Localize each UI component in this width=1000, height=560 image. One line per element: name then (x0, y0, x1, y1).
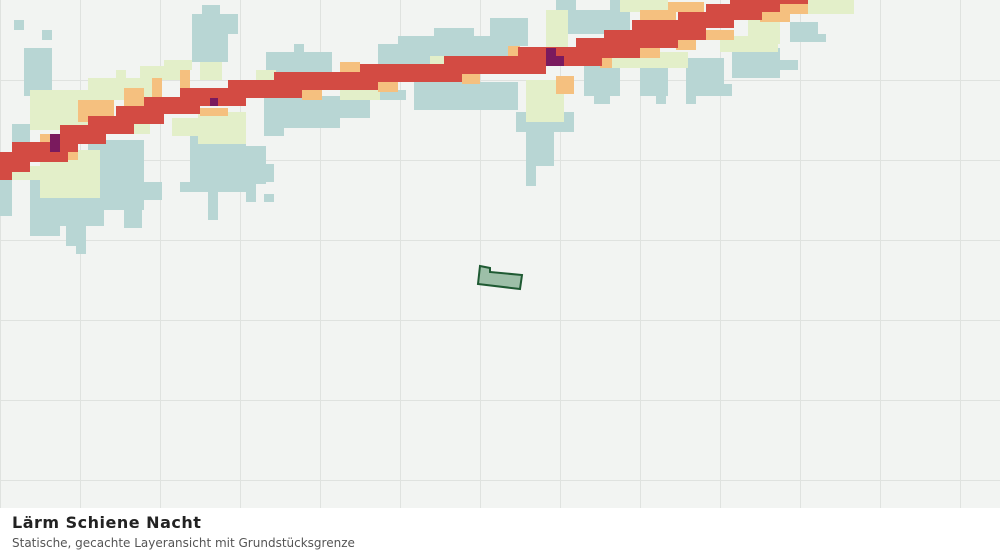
noise-extreme (50, 48, 564, 152)
parcel-boundary[interactable] (476, 264, 524, 291)
noise-very-high (0, 0, 808, 180)
map (0, 0, 1000, 508)
noise-medium (12, 0, 854, 198)
subtitle: Statische, gecachte Layeransicht mit Gru… (12, 536, 355, 550)
title: Lärm Schiene Nacht (12, 513, 202, 532)
